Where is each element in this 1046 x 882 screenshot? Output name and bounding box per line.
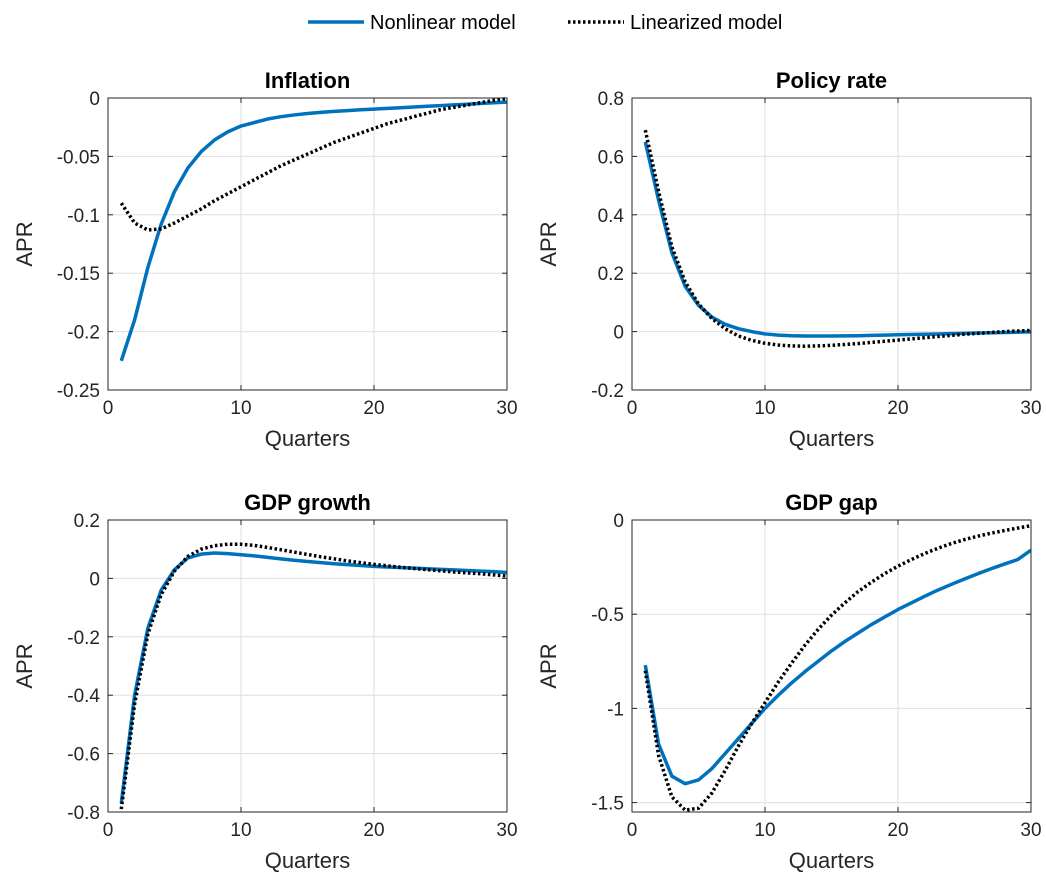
x-tick-label-gdp-gap: 20	[887, 820, 908, 841]
y-tick-label-policy-rate: 0.6	[598, 147, 624, 168]
y-tick-label-gdp-gap: -1.5	[591, 794, 624, 815]
x-tick-label-policy-rate: 30	[1020, 398, 1041, 419]
plot-area-policy-rate	[632, 98, 1031, 390]
x-tick-label-gdp-gap: 10	[754, 820, 775, 841]
panel-title-inflation: Inflation	[265, 68, 351, 93]
y-axis-label-gdp-gap: APR	[536, 643, 561, 688]
y-tick-label-policy-rate: 0.4	[598, 206, 625, 227]
y-tick-label-gdp-growth: -0.8	[67, 803, 100, 824]
x-tick-label-inflation: 30	[496, 398, 517, 419]
plot-area-inflation	[108, 98, 507, 390]
y-tick-label-inflation: -0.25	[57, 381, 100, 402]
plot-area-gdp-gap	[632, 520, 1031, 812]
x-tick-label-inflation: 10	[230, 398, 251, 419]
plot-area-gdp-growth	[108, 520, 507, 812]
y-tick-label-inflation: -0.1	[67, 206, 100, 227]
panel-policy-rate: 0 10 20 300.80.60.40.20-0.2QuartersAPRPolic…	[536, 68, 1042, 451]
y-tick-label-policy-rate: -0.2	[591, 381, 624, 402]
panel-gdp-growth: 0 10 20 30 0.2 0 -0.2 -0.4 -0.6 -0.8 Quarters APR GD…	[12, 490, 518, 873]
x-axis-label-policy-rate: Quarters	[789, 426, 875, 451]
x-tick-label-inflation: 0	[103, 398, 114, 419]
legend-label-linearized: Linearized model	[630, 12, 782, 34]
y-tick-label-gdp-growth: 0.2	[74, 511, 100, 532]
y-tick-label-gdp-growth: -0.2	[67, 628, 100, 649]
x-tick-label-inflation: 20	[363, 398, 384, 419]
panel-inflation: 0 10 20 30 0 -0.05 -0.1 -0.15 -0.2 -0.25 Quarters A…	[12, 68, 518, 451]
y-tick-label-policy-rate: 0.2	[598, 264, 624, 285]
y-tick-label-inflation: -0.2	[67, 323, 100, 344]
panel-title-policy-rate: Policy rate	[776, 68, 887, 93]
x-tick-label-gdp-growth: 30	[496, 820, 517, 841]
y-tick-label-gdp-gap: 0	[613, 511, 624, 532]
y-tick-label-gdp-growth: -0.4	[67, 686, 100, 707]
y-tick-label-gdp-gap: -0.5	[591, 605, 624, 626]
x-tick-label-gdp-gap: 0	[627, 820, 638, 841]
x-tick-label-gdp-gap: 30	[1020, 820, 1041, 841]
panel-title-gdp-growth: GDP growth	[244, 490, 371, 515]
legend-label-nonlinear: Nonlinear model	[370, 12, 516, 34]
panel-title-gdp-gap: GDP gap	[785, 490, 878, 515]
y-tick-label-inflation: 0	[89, 89, 100, 110]
y-tick-label-inflation: -0.05	[57, 147, 100, 168]
x-tick-label-gdp-growth: 20	[363, 820, 384, 841]
legend: Nonlinear model Linearized model	[308, 12, 782, 34]
y-axis-label-inflation: APR	[12, 221, 37, 266]
panel-gdp-gap: 0 10 20 30 0 -0.5 -1 -1.5 Quarters APR GDP gap	[536, 490, 1042, 873]
y-axis-label-gdp-growth: APR	[12, 643, 37, 688]
x-axis-label-inflation: Quarters	[265, 426, 351, 451]
x-axis-label-gdp-growth: Quarters	[265, 848, 351, 873]
y-tick-label-gdp-growth: 0	[89, 569, 100, 590]
y-tick-label-policy-rate: 0	[613, 323, 624, 344]
x-tick-label-gdp-growth: 0	[103, 820, 114, 841]
y-tick-label-gdp-growth: -0.6	[67, 745, 100, 766]
x-tick-label-policy-rate: 20	[887, 398, 908, 419]
x-tick-label-gdp-growth: 10	[230, 820, 251, 841]
x-tick-label-policy-rate: 0	[627, 398, 638, 419]
x-axis-label-gdp-gap: Quarters	[789, 848, 875, 873]
y-tick-label-policy-rate: 0.8	[598, 89, 624, 110]
y-axis-label-policy-rate: APR	[536, 221, 561, 266]
y-tick-label-inflation: -0.15	[57, 264, 100, 285]
y-tick-label-gdp-gap: -1	[607, 699, 624, 720]
x-tick-label-policy-rate: 10	[754, 398, 775, 419]
